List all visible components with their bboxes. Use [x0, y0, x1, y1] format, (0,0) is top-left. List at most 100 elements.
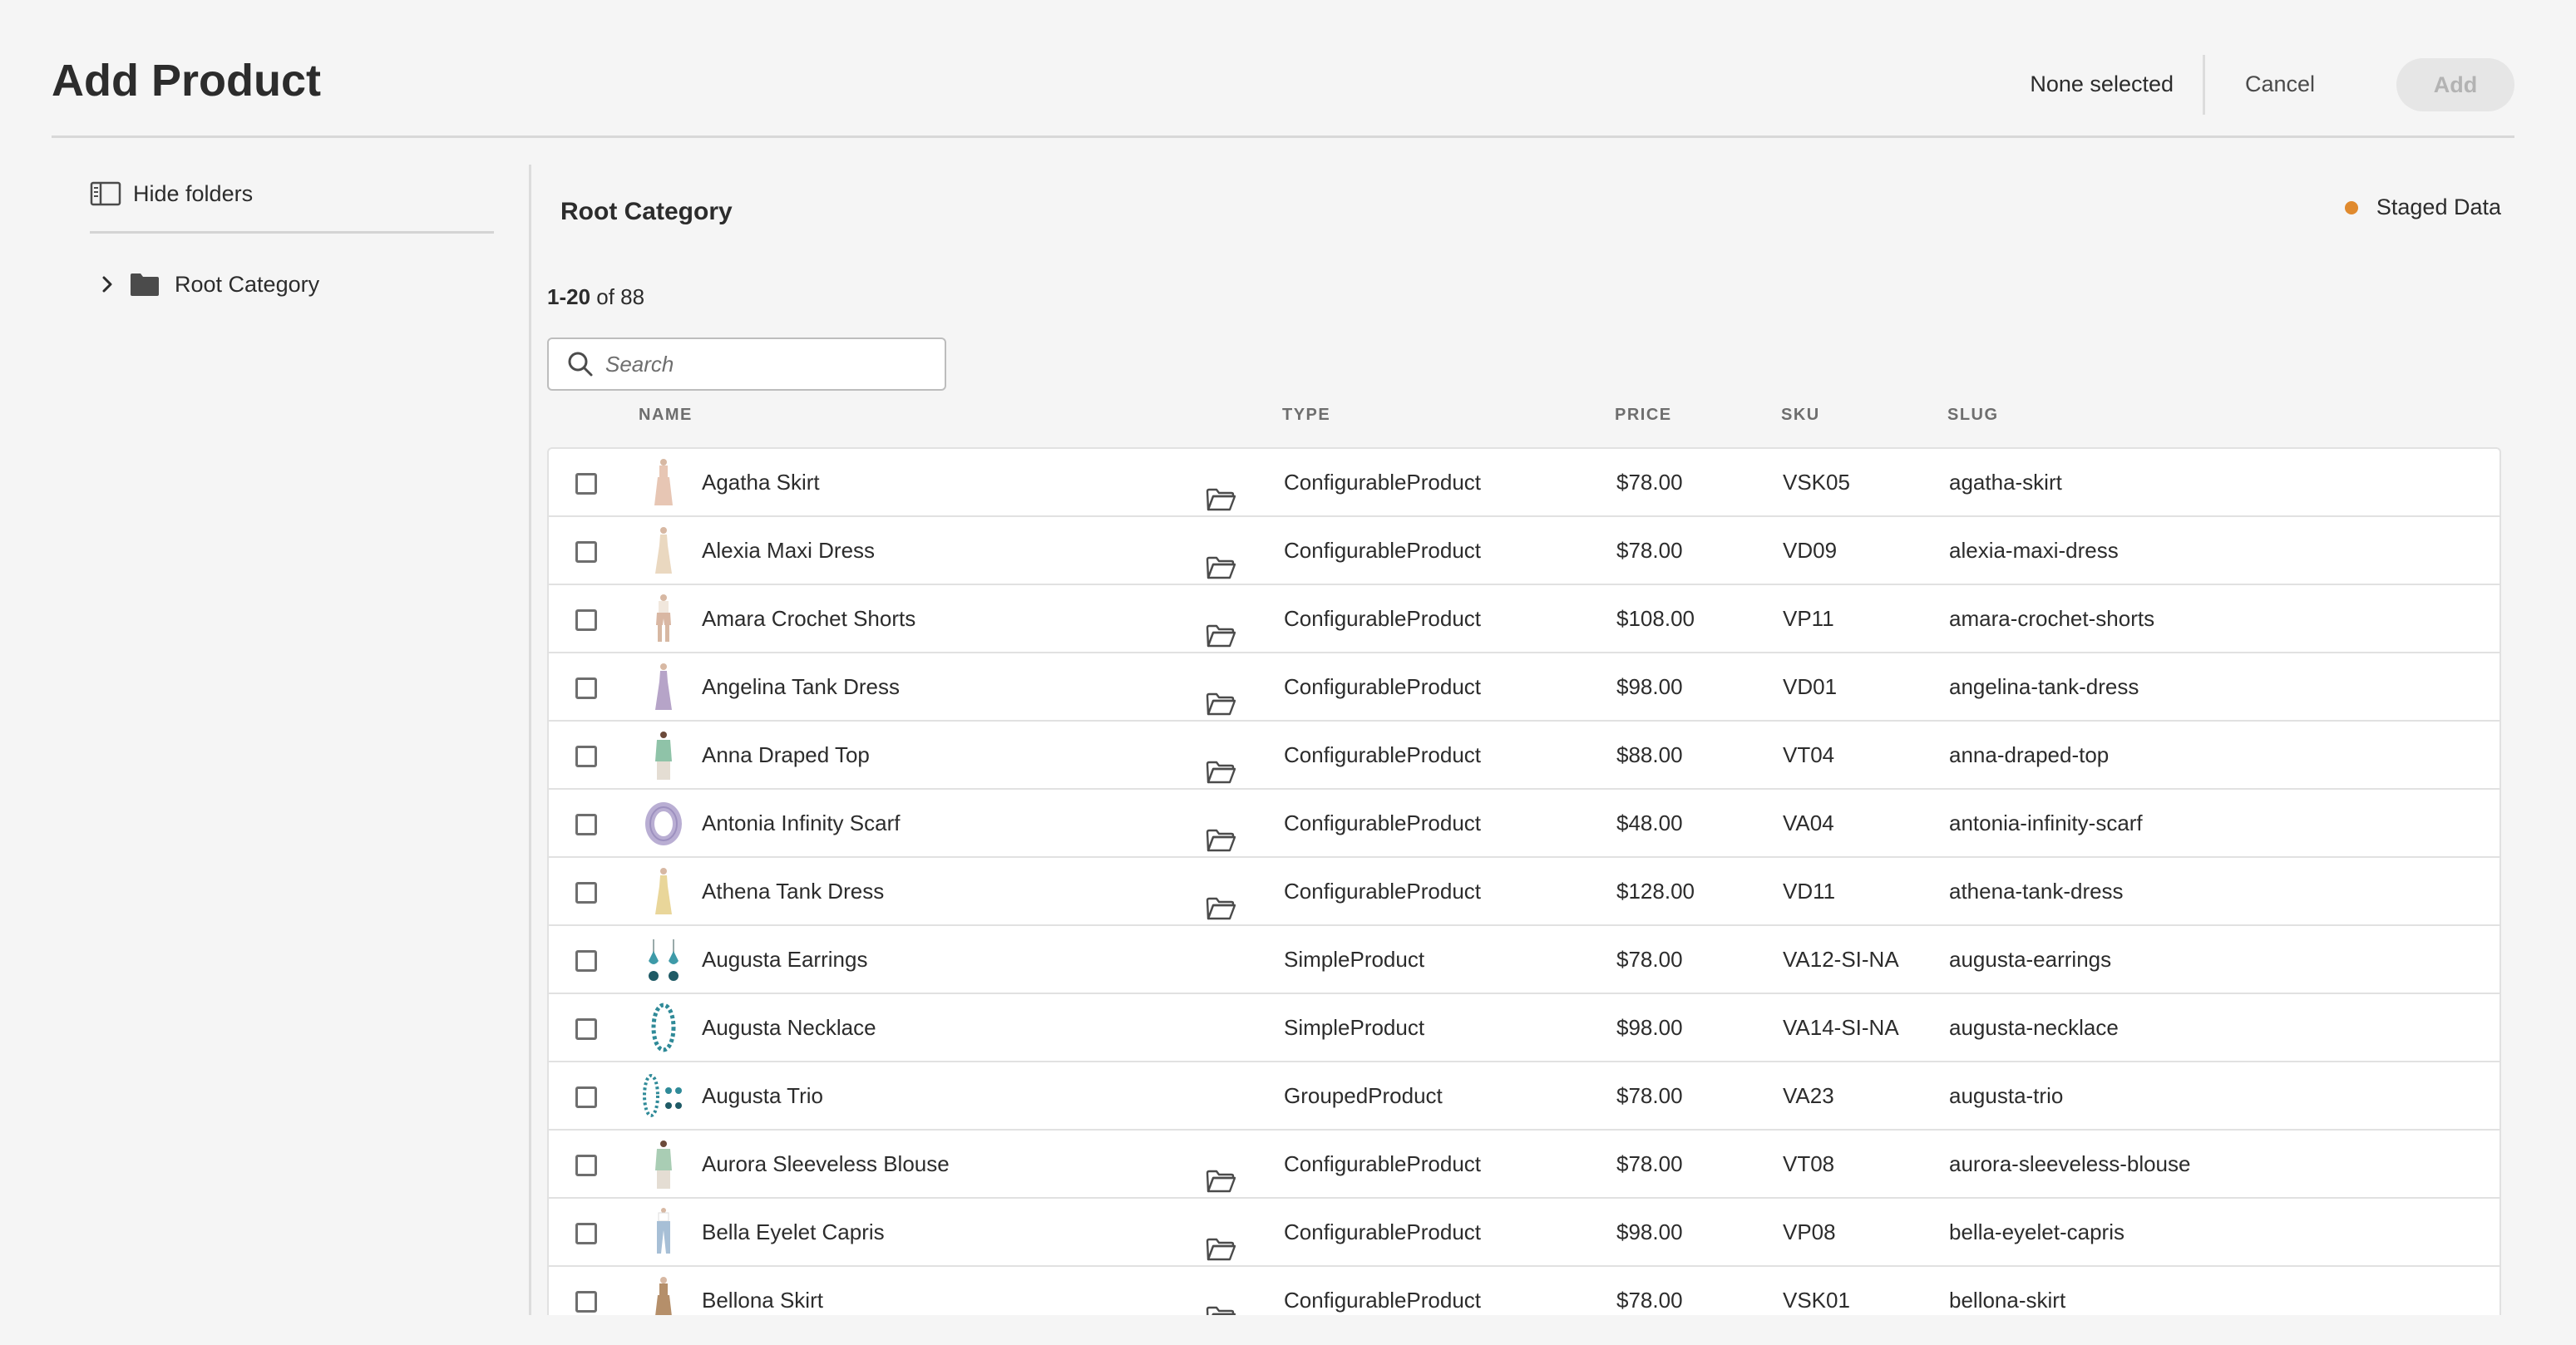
- table-row[interactable]: Antonia Infinity Scarf ConfigurableProdu…: [549, 790, 2500, 858]
- table-row[interactable]: Augusta Necklace SimpleProduct $98.00 VA…: [549, 994, 2500, 1062]
- product-sku: VA04: [1783, 810, 1834, 835]
- product-slug: bella-eyelet-capris: [1949, 1219, 2124, 1244]
- search-field[interactable]: [547, 337, 946, 391]
- product-thumbnail: [639, 1003, 688, 1054]
- row-checkbox[interactable]: [575, 677, 597, 699]
- row-checkbox[interactable]: [575, 814, 597, 835]
- dialog-header: Add Product None selected Cancel Add: [52, 0, 2514, 138]
- folder-open-icon[interactable]: [1206, 743, 1236, 784]
- folder-open-icon[interactable]: [1206, 471, 1236, 511]
- product-price: $98.00: [1616, 1219, 1683, 1244]
- table-row[interactable]: Athena Tank Dress ConfigurableProduct $1…: [549, 858, 2500, 926]
- row-checkbox[interactable]: [575, 746, 597, 767]
- folder-open-icon[interactable]: [1206, 607, 1236, 648]
- folder-open-icon[interactable]: [1206, 811, 1236, 852]
- column-header-sku[interactable]: SKU: [1781, 406, 1820, 424]
- row-checkbox[interactable]: [575, 473, 597, 495]
- product-slug: anna-draped-top: [1949, 742, 2110, 767]
- table-row[interactable]: Anna Draped Top ConfigurableProduct $88.…: [549, 722, 2500, 790]
- result-range: 1-20: [547, 284, 591, 309]
- product-price: $128.00: [1616, 879, 1695, 904]
- table-row[interactable]: Angelina Tank Dress ConfigurableProduct …: [549, 653, 2500, 722]
- search-input[interactable]: [605, 351, 938, 377]
- product-type: ConfigurableProduct: [1284, 1219, 1482, 1244]
- sidebar-divider: [90, 231, 494, 234]
- product-sku: VD09: [1783, 538, 1838, 563]
- product-name[interactable]: Bellona Skirt: [702, 1288, 823, 1313]
- header-divider: [2203, 55, 2205, 115]
- product-price: $98.00: [1616, 1015, 1683, 1040]
- folder-open-icon[interactable]: [1206, 1152, 1236, 1193]
- folder-open-icon[interactable]: [1206, 675, 1236, 716]
- add-button[interactable]: Add: [2396, 58, 2514, 111]
- product-type: SimpleProduct: [1284, 1015, 1425, 1040]
- table-row[interactable]: Aurora Sleeveless Blouse ConfigurablePro…: [549, 1131, 2500, 1199]
- row-checkbox[interactable]: [575, 541, 597, 563]
- product-name[interactable]: Antonia Infinity Scarf: [702, 810, 901, 835]
- product-type: ConfigurableProduct: [1284, 606, 1482, 631]
- product-name[interactable]: Augusta Trio: [702, 1083, 823, 1108]
- product-price: $78.00: [1616, 1083, 1683, 1108]
- product-name[interactable]: Augusta Necklace: [702, 1015, 876, 1040]
- product-name[interactable]: Augusta Earrings: [702, 947, 868, 972]
- search-icon: [568, 352, 593, 377]
- row-checkbox[interactable]: [575, 1086, 597, 1108]
- folder-open-icon[interactable]: [1206, 879, 1236, 920]
- product-price: $108.00: [1616, 606, 1695, 631]
- product-slug: athena-tank-dress: [1949, 879, 2124, 904]
- status-label: Staged Data: [2376, 195, 2501, 219]
- product-price: $78.00: [1616, 470, 1683, 495]
- product-name[interactable]: Bella Eyelet Capris: [702, 1219, 885, 1244]
- product-name[interactable]: Alexia Maxi Dress: [702, 538, 876, 563]
- tree-item-root-category[interactable]: Root Category: [98, 266, 319, 303]
- product-type: ConfigurableProduct: [1284, 470, 1482, 495]
- product-type: ConfigurableProduct: [1284, 1151, 1482, 1176]
- product-sku: VA23: [1783, 1083, 1834, 1108]
- table-row[interactable]: Amara Crochet Shorts ConfigurableProduct…: [549, 585, 2500, 653]
- row-checkbox[interactable]: [575, 1155, 597, 1176]
- column-header-slug[interactable]: SLUG: [1947, 406, 1999, 424]
- row-checkbox[interactable]: [575, 950, 597, 972]
- product-thumbnail: [639, 525, 688, 577]
- product-name[interactable]: Amara Crochet Shorts: [702, 606, 916, 631]
- row-checkbox[interactable]: [575, 1223, 597, 1244]
- row-checkbox[interactable]: [575, 882, 597, 904]
- product-sku: VP11: [1783, 606, 1834, 631]
- product-thumbnail: [639, 798, 688, 850]
- hide-folders-label: Hide folders: [133, 180, 254, 206]
- product-thumbnail: [639, 1275, 688, 1315]
- product-sku: VT04: [1783, 742, 1835, 767]
- column-header-type[interactable]: TYPE: [1282, 406, 1331, 424]
- product-name[interactable]: Aurora Sleeveless Blouse: [702, 1151, 950, 1176]
- chevron-right-icon[interactable]: [98, 275, 116, 293]
- product-slug: augusta-necklace: [1949, 1015, 2119, 1040]
- cancel-button[interactable]: Cancel: [2244, 71, 2316, 96]
- product-name[interactable]: Agatha Skirt: [702, 470, 820, 495]
- table-row[interactable]: Bella Eyelet Capris ConfigurableProduct …: [549, 1199, 2500, 1267]
- product-thumbnail: [639, 1139, 688, 1190]
- hide-folders-button[interactable]: Hide folders: [90, 173, 253, 214]
- product-slug: amara-crochet-shorts: [1949, 606, 2155, 631]
- table-row[interactable]: Bellona Skirt ConfigurableProduct $78.00…: [549, 1267, 2500, 1315]
- table-row[interactable]: Augusta Earrings SimpleProduct $78.00 VA…: [549, 926, 2500, 994]
- product-name[interactable]: Athena Tank Dress: [702, 879, 885, 904]
- folder-open-icon[interactable]: [1206, 539, 1236, 579]
- product-slug: bellona-skirt: [1949, 1288, 2066, 1313]
- row-checkbox[interactable]: [575, 609, 597, 631]
- table-row[interactable]: Alexia Maxi Dress ConfigurableProduct $7…: [549, 517, 2500, 585]
- folder-open-icon[interactable]: [1206, 1288, 1236, 1315]
- category-title: Root Category: [560, 198, 733, 225]
- table-row[interactable]: Augusta Trio GroupedProduct $78.00 VA23 …: [549, 1062, 2500, 1131]
- column-header-name[interactable]: NAME: [639, 406, 693, 424]
- product-type: ConfigurableProduct: [1284, 538, 1482, 563]
- product-thumbnail: [639, 866, 688, 918]
- row-checkbox[interactable]: [575, 1018, 597, 1040]
- column-header-price[interactable]: PRICE: [1615, 406, 1672, 424]
- table-row[interactable]: Agatha Skirt ConfigurableProduct $78.00 …: [549, 449, 2500, 517]
- folder-open-icon[interactable]: [1206, 1220, 1236, 1261]
- product-sku: VA12-SI-NA: [1783, 947, 1899, 972]
- row-checkbox[interactable]: [575, 1291, 597, 1313]
- product-type: ConfigurableProduct: [1284, 674, 1482, 699]
- product-name[interactable]: Anna Draped Top: [702, 742, 870, 767]
- product-name[interactable]: Angelina Tank Dress: [702, 674, 900, 699]
